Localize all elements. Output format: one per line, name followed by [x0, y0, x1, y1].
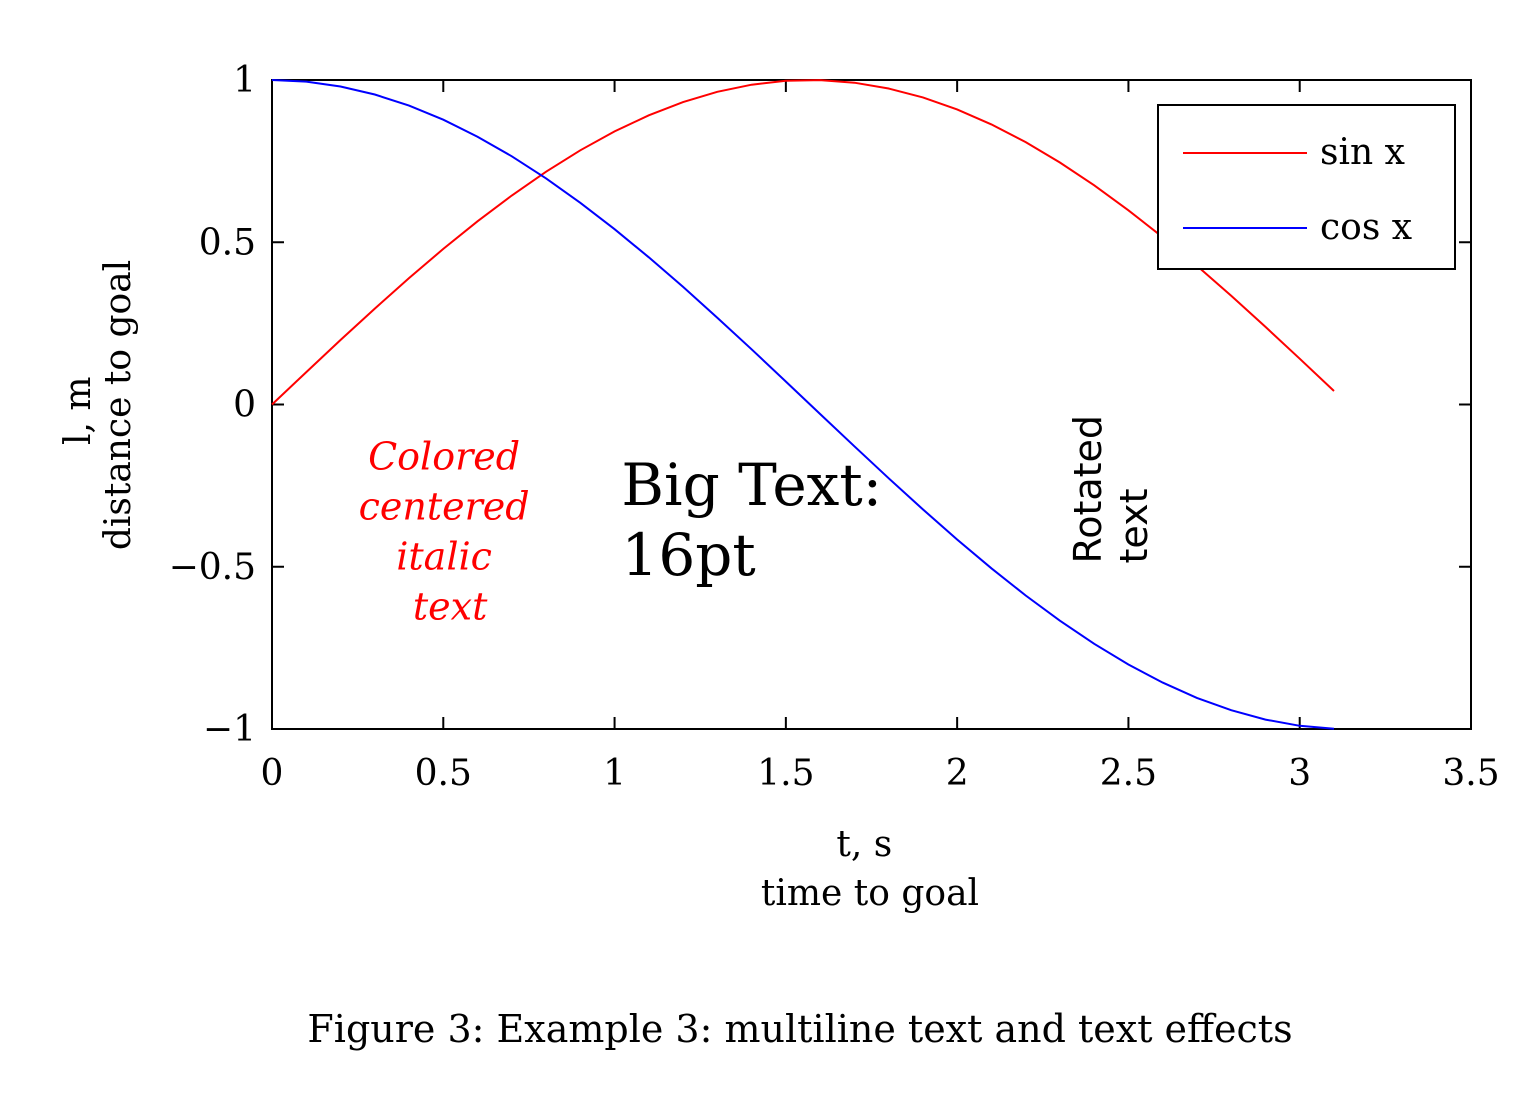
x-tick-label: 3.5	[1442, 753, 1499, 794]
annotation-rotated-line: Rotated	[1066, 415, 1110, 564]
x-tick-label: 2	[946, 753, 969, 794]
series-lines	[271, 79, 1335, 730]
x-tick-label: 1.5	[757, 753, 814, 794]
series-line-sin	[271, 79, 1335, 406]
annotation-colored-line: centered	[359, 484, 530, 528]
annotation-big-line: 16pt	[621, 521, 755, 589]
annotation-colored-line: Colored	[368, 434, 520, 478]
y-tick-label: −1	[203, 709, 256, 750]
x-tick-label: 0.5	[415, 753, 472, 794]
annotation-colored-line: text	[413, 584, 488, 628]
annotation-big-line: Big Text:	[621, 451, 882, 519]
series-line-cos	[271, 79, 1335, 730]
x-tick-label: 2.5	[1100, 753, 1157, 794]
annotation-colored-text: Colored centered italic text	[359, 434, 542, 628]
y-axis-label-line: distance to goal	[98, 260, 139, 550]
annotation-rotated-text: Rotated text	[1066, 403, 1156, 564]
legend: sin x cos x	[1157, 104, 1456, 270]
annotation-rotated-line: text	[1112, 489, 1156, 564]
x-tick-label: 1	[603, 753, 626, 794]
y-axis-label-line: l, m	[58, 376, 99, 445]
y-tick-label: 1	[233, 60, 256, 101]
annotation-colored-line: italic	[396, 534, 492, 578]
legend-label-sin: sin x	[1320, 132, 1405, 173]
y-tick-label: 0	[233, 385, 256, 426]
x-tick-label: 0	[261, 753, 284, 794]
annotation-big-text: Big Text: 16pt	[621, 451, 900, 589]
legend-box	[1157, 104, 1456, 270]
x-axis-label: t, s time to goal	[761, 824, 979, 914]
x-axis-label-line: time to goal	[761, 873, 979, 914]
y-tick-label: −0.5	[169, 547, 256, 588]
y-axis-label: l, m distance to goal	[58, 260, 139, 550]
x-tick-labels: 0 0.5 1 1.5 2 2.5 3 3.5	[261, 753, 1500, 794]
x-axis-label-line: t, s	[836, 824, 892, 865]
y-tick-labels: 1 0.5 0 −0.5 −1	[169, 60, 256, 750]
legend-label-cos: cos x	[1320, 207, 1412, 248]
x-tick-label: 3	[1288, 753, 1311, 794]
y-tick-label: 0.5	[199, 222, 256, 263]
figure-caption: Figure 3: Example 3: multiline text and …	[307, 1007, 1292, 1051]
